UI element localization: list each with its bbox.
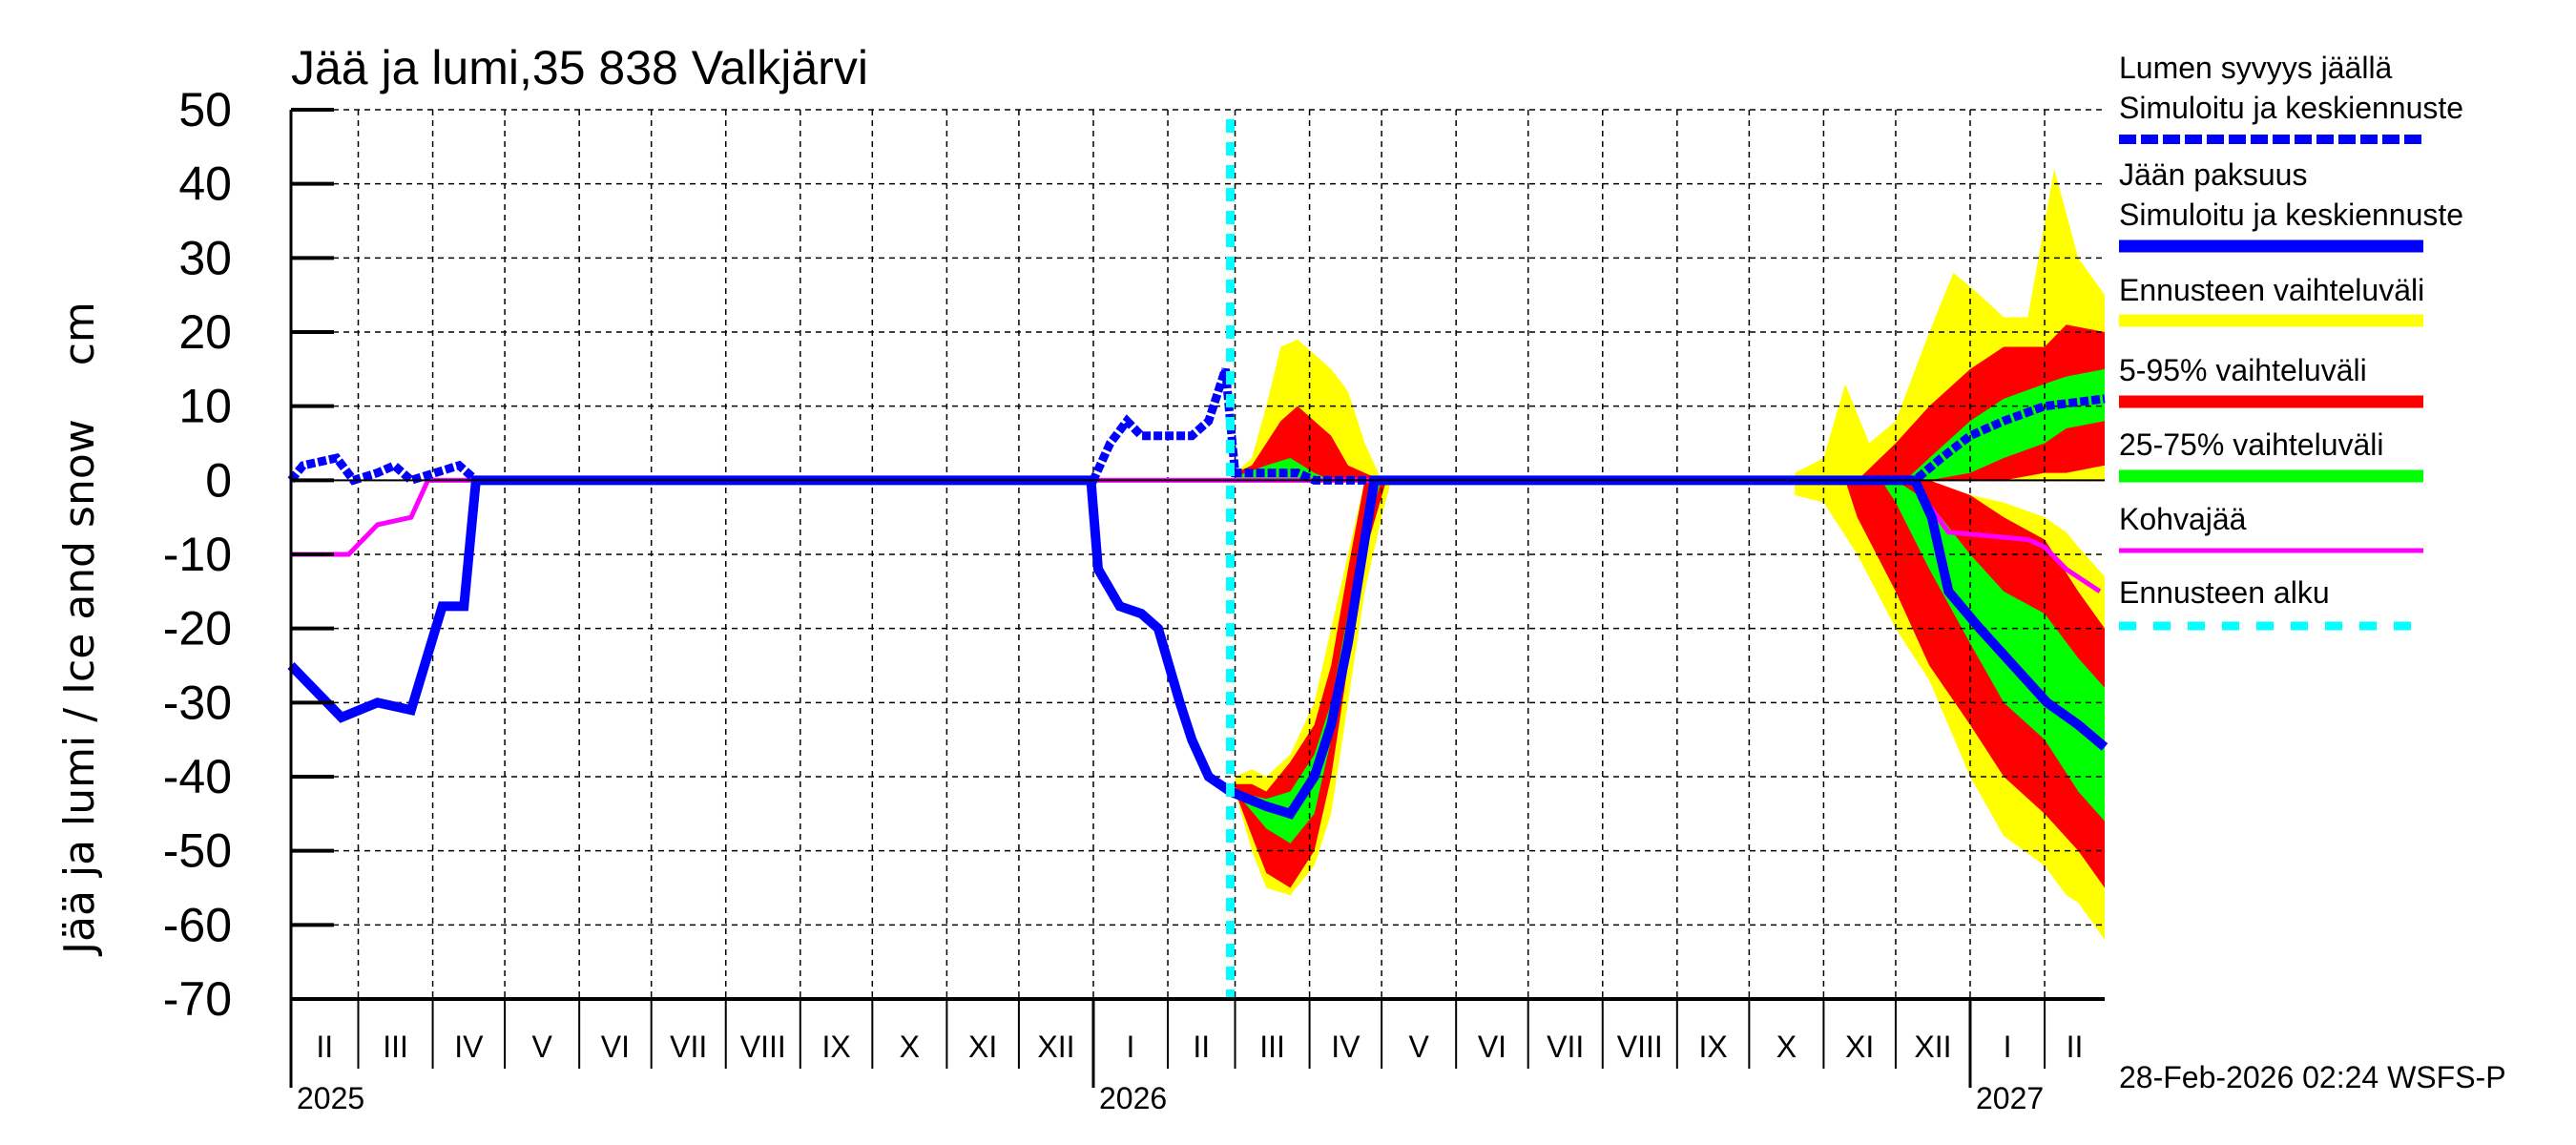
legend-label: Jään paksuus xyxy=(2119,157,2307,192)
month-label: VI xyxy=(601,1030,630,1064)
month-label: VIII xyxy=(1617,1030,1663,1064)
month-label: XII xyxy=(1914,1030,1951,1064)
series-snow xyxy=(287,367,2106,486)
month-label: XI xyxy=(1845,1030,1874,1064)
month-label: X xyxy=(1776,1030,1797,1064)
year-label: 2027 xyxy=(1976,1081,2044,1115)
year-label: 2025 xyxy=(297,1081,364,1115)
month-label: I xyxy=(2004,1030,2012,1064)
month-label: IX xyxy=(821,1030,850,1064)
month-label: III xyxy=(1259,1030,1285,1064)
legend-label: 25-75% vaihteluväli xyxy=(2119,427,2384,462)
y-tick-label: 20 xyxy=(178,305,232,359)
timestamp: 28-Feb-2026 02:24 WSFS-P xyxy=(2119,1060,2506,1094)
month-label: I xyxy=(1127,1030,1135,1064)
month-label: II xyxy=(2067,1030,2084,1064)
legend: Lumen syvyys jäällä Simuloitu ja keskienn… xyxy=(2119,51,2463,631)
y-tick-label: -10 xyxy=(163,528,232,581)
month-label: XI xyxy=(968,1030,997,1064)
legend-label: Ennusteen alku xyxy=(2119,575,2330,610)
legend-label: Lumen syvyys jäällä xyxy=(2119,51,2393,85)
band-p5_95 xyxy=(1235,480,1387,888)
y-tick-label: 10 xyxy=(178,380,232,433)
month-label: IV xyxy=(454,1030,484,1064)
legend-label: Simuloitu ja keskiennuste xyxy=(2119,91,2463,125)
month-label: X xyxy=(900,1030,920,1064)
series-lines xyxy=(287,119,2109,999)
month-label: V xyxy=(531,1030,552,1064)
y-tick-label: -30 xyxy=(163,676,232,729)
y-tick-label: -60 xyxy=(163,898,232,951)
month-label: II xyxy=(1193,1030,1210,1064)
band-p5_95 xyxy=(1235,406,1382,481)
month-label: XII xyxy=(1037,1030,1074,1064)
y-tick-label: 0 xyxy=(205,453,232,507)
y-tick-label: -40 xyxy=(163,750,232,803)
month-label: III xyxy=(383,1030,408,1064)
month-label: IX xyxy=(1698,1030,1727,1064)
month-label: VI xyxy=(1478,1030,1506,1064)
band-p25_75 xyxy=(1880,480,2105,822)
legend-label: 5-95% vaihteluväli xyxy=(2119,353,2367,387)
y-tick-label: -50 xyxy=(163,824,232,878)
y-axis-label: Jää ja lumi / Ice and snow cm xyxy=(55,302,104,957)
month-label: VII xyxy=(1547,1030,1584,1064)
month-label: IV xyxy=(1331,1030,1361,1064)
y-tick-label: -20 xyxy=(163,602,232,656)
legend-label: Kohvajää xyxy=(2119,502,2247,536)
chart-title: Jää ja lumi,35 838 Valkjärvi xyxy=(291,41,868,94)
month-label: VII xyxy=(670,1030,707,1064)
y-tick-label: 40 xyxy=(178,157,232,211)
grid xyxy=(291,109,2105,999)
legend-label: Simuloitu ja keskiennuste xyxy=(2119,198,2463,232)
band-p5_95 xyxy=(1845,480,2105,888)
y-tick-label: 30 xyxy=(178,231,232,284)
month-label: II xyxy=(316,1030,333,1064)
y-tick-label: -70 xyxy=(163,972,232,1026)
series-ice xyxy=(287,475,2109,820)
y-tick-label: 50 xyxy=(178,83,232,136)
forecast-bands xyxy=(1235,169,2105,940)
year-label: 2026 xyxy=(1099,1081,1167,1115)
month-label: VIII xyxy=(740,1030,786,1064)
month-label: V xyxy=(1408,1030,1429,1064)
legend-label: Ennusteen vaihteluväli xyxy=(2119,273,2424,307)
